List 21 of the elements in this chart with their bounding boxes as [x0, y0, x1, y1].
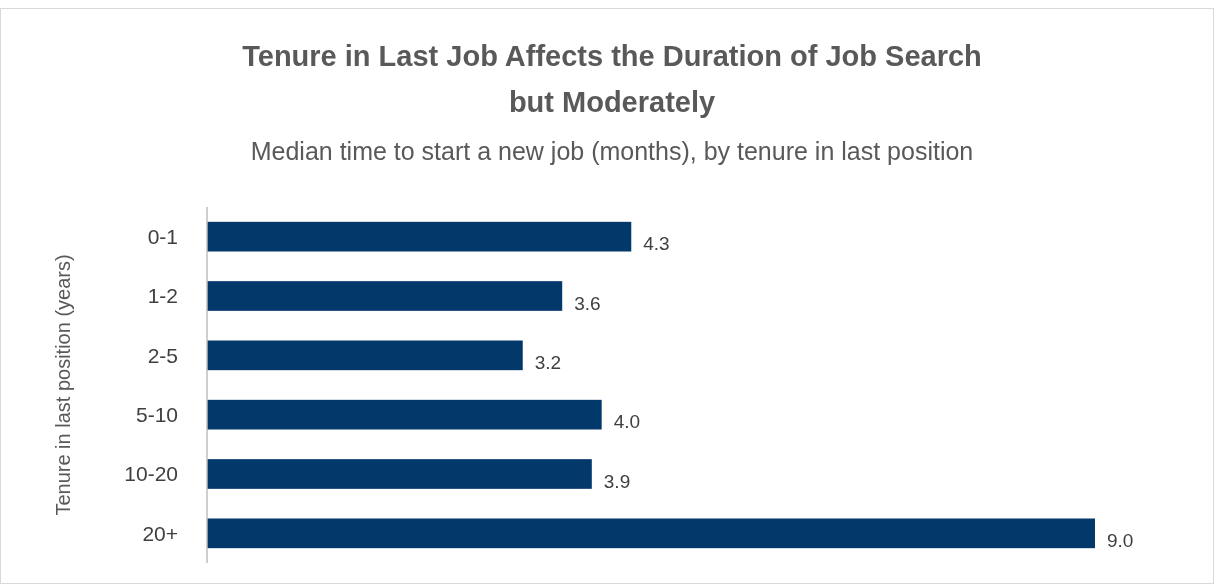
data-label: 4.3	[643, 233, 670, 255]
data-label: 3.9	[603, 470, 631, 492]
y-tick-label: 1-2	[147, 284, 178, 308]
data-label: 3.2	[534, 351, 562, 373]
y-tick-label: 10-20	[124, 462, 178, 486]
bar	[207, 221, 632, 252]
data-label: 3.6	[574, 292, 601, 314]
y-tick-label: 20+	[142, 521, 178, 545]
bar	[207, 399, 602, 430]
y-tick-label: 5-10	[135, 403, 178, 427]
chart-title: Tenure in Last Job Affects the Duration of Job Search but Moderately	[242, 40, 982, 118]
y-axis-title: Tenure in last position (years)	[52, 254, 74, 516]
bar	[207, 518, 1095, 549]
bar	[207, 459, 592, 489]
data-label: 4.0	[613, 411, 641, 433]
bar	[207, 340, 523, 371]
y-tick-label: 2-5	[147, 343, 178, 367]
chart-subtitle: Median time to start a new job (months), by tenure in last position	[250, 137, 974, 165]
y-tick-label: 0-1	[147, 225, 178, 249]
bar	[207, 281, 563, 311]
data-label: 9.0	[1107, 529, 1134, 551]
